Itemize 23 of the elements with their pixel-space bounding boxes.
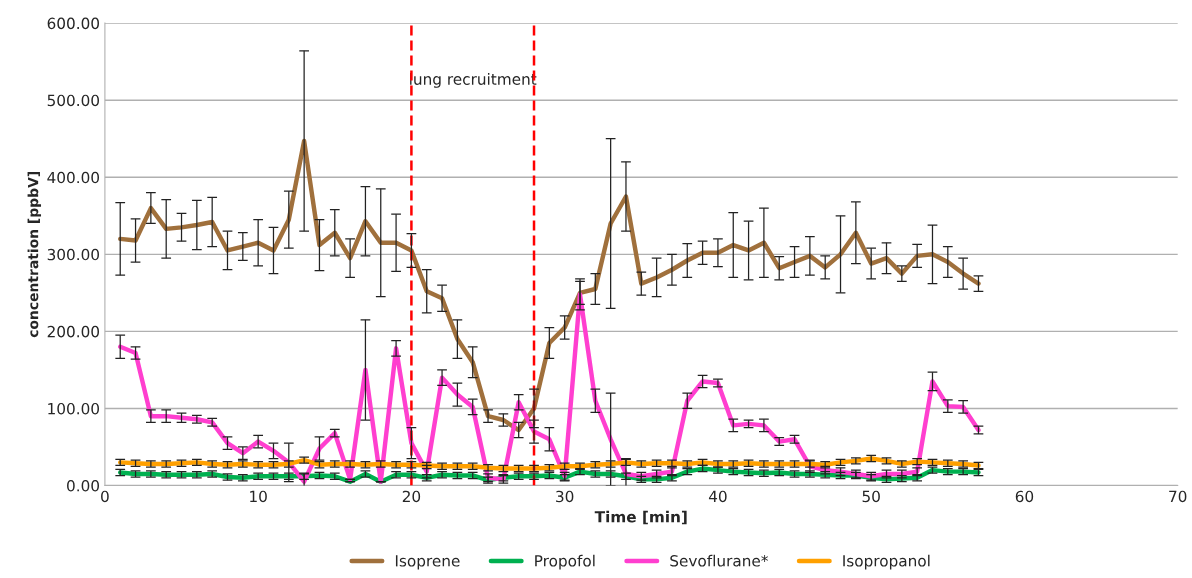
x-tick-label: 0 xyxy=(101,490,109,503)
y-tick-label: 300.00 xyxy=(47,248,100,261)
x-tick-label: 60 xyxy=(1015,490,1034,503)
y-tick-label: 400.00 xyxy=(47,171,100,184)
y-axis-title: concentration [ppbV] xyxy=(27,172,42,338)
annotation: lung recruitment xyxy=(410,73,537,88)
x-tick-label: 50 xyxy=(862,490,880,503)
x-tick-label: 10 xyxy=(250,490,267,503)
x-tick-label: 30 xyxy=(556,490,574,503)
x-tick-label: 70 xyxy=(1169,490,1187,503)
y-tick-label: 200.00 xyxy=(47,325,100,338)
legend-label: Propofol xyxy=(535,554,595,570)
y-tick-label: 600.00 xyxy=(47,17,100,30)
legend-label: Isopropanol xyxy=(843,554,930,570)
line-series xyxy=(118,456,981,471)
x-axis-title: Time [min] xyxy=(594,510,687,525)
y-tick-label: 0.00 xyxy=(67,479,100,492)
y-tick-label: 500.00 xyxy=(47,94,100,107)
x-tick-label: 40 xyxy=(708,490,727,503)
legend-label: Sevoflurane* xyxy=(670,554,768,567)
legend-label: Isoprene xyxy=(395,555,460,570)
x-tick-label: 20 xyxy=(402,490,421,503)
y-tick-label: 100.00 xyxy=(48,402,100,415)
